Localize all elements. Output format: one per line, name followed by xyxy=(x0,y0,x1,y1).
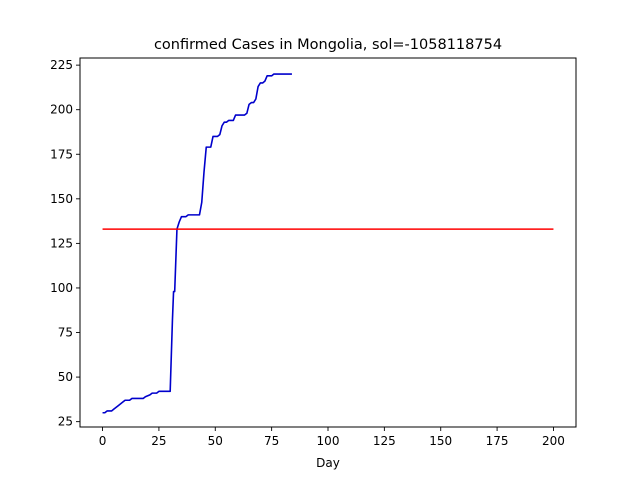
x-tick-label: 150 xyxy=(429,434,452,448)
x-tick-label: 25 xyxy=(151,434,166,448)
y-tick-label: 200 xyxy=(50,103,73,117)
y-tick-label: 225 xyxy=(50,58,73,72)
x-tick-label: 50 xyxy=(208,434,223,448)
y-tick-label: 100 xyxy=(50,281,73,295)
x-tick-label: 75 xyxy=(264,434,279,448)
plot-area xyxy=(102,73,554,414)
y-tick-label: 125 xyxy=(50,236,73,250)
x-tick-label: 125 xyxy=(373,434,396,448)
y-tick-label: 75 xyxy=(58,326,73,340)
x-tick-label: 200 xyxy=(542,434,565,448)
y-axis: 25 50 75 100 125 150 175 200 225 xyxy=(50,58,80,429)
y-tick-label: 150 xyxy=(50,192,73,206)
y-tick-label: 175 xyxy=(50,147,73,161)
x-tick-label: 175 xyxy=(486,434,509,448)
cases-series-line xyxy=(102,73,292,414)
x-tick-label: 0 xyxy=(99,434,107,448)
chart-title: confirmed Cases in Mongolia, sol=-105811… xyxy=(154,37,502,53)
x-axis: 0 25 50 75 100 125 150 175 200 xyxy=(99,427,565,448)
plot-frame xyxy=(79,57,577,428)
x-axis-label: Day xyxy=(316,456,340,470)
y-tick-label: 25 xyxy=(58,415,73,429)
x-tick-label: 100 xyxy=(317,434,340,448)
y-tick-label: 50 xyxy=(58,370,73,384)
